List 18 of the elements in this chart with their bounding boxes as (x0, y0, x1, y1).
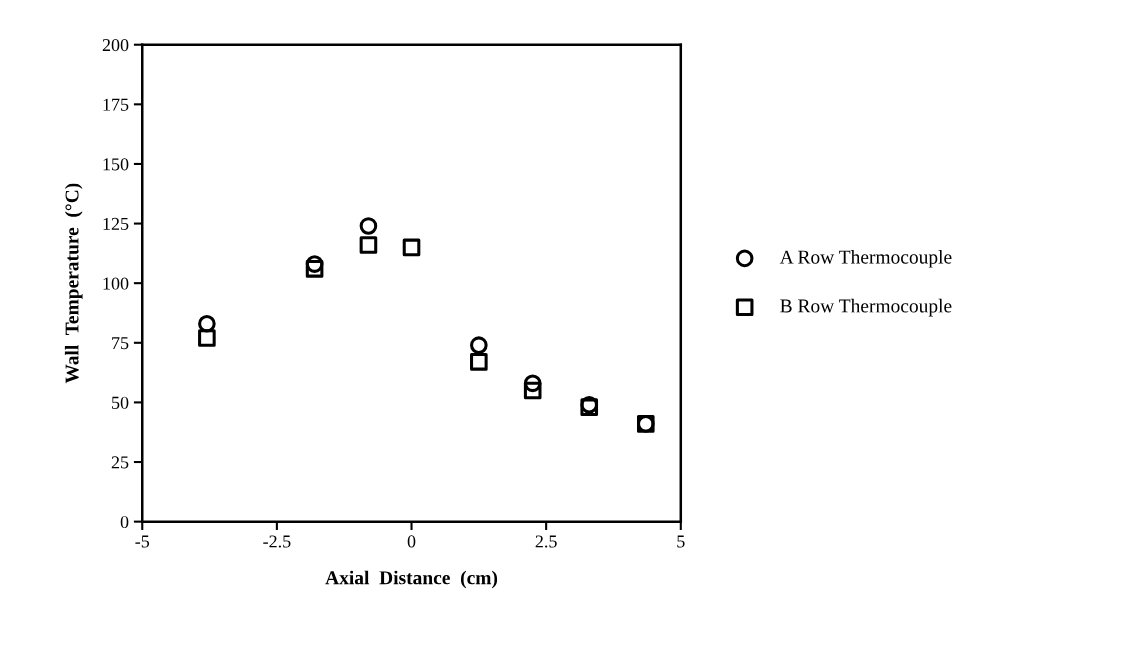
x-tick-label: -5 (135, 535, 150, 548)
y-tick-label: 50 (112, 396, 129, 409)
y-tick-label: 125 (103, 217, 129, 230)
y-axis-title: Wall Temperature (°C) (64, 183, 83, 384)
x-tick-label: 2.5 (535, 535, 557, 548)
y-tick-label: 200 (102, 38, 129, 52)
y-tick-label: 100 (103, 277, 129, 290)
y-tick-label: 75 (112, 337, 129, 350)
x-axis-title: Axial Distance (cm) (325, 570, 498, 589)
x-tick-label: 0 (407, 535, 416, 548)
y-tick-label: 150 (103, 158, 129, 171)
y-tick-label: 175 (103, 98, 129, 111)
legend-label: B Row Thermocouple (780, 298, 952, 317)
y-tick-label: 25 (111, 456, 129, 469)
y-tick-label: 0 (120, 515, 129, 529)
x-tick-label: 5 (677, 535, 685, 548)
legend-label: A Row Thermocouple (779, 249, 952, 268)
x-tick-label: -2.5 (263, 535, 291, 548)
